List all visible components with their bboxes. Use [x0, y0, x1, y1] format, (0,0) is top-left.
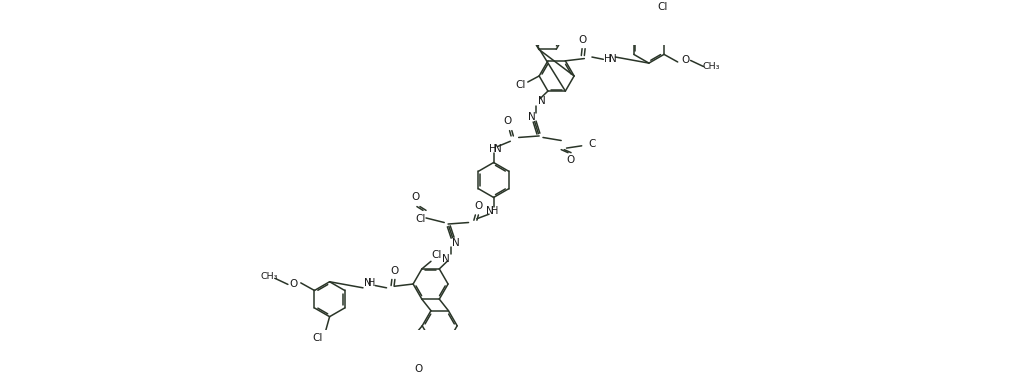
Text: Cl: Cl — [658, 2, 668, 12]
Text: H: H — [491, 206, 498, 216]
Text: H: H — [489, 144, 497, 154]
Text: N: N — [609, 54, 616, 64]
Text: O: O — [567, 155, 575, 165]
Text: O: O — [390, 266, 398, 276]
Text: Cl: Cl — [515, 80, 525, 90]
Text: N: N — [494, 144, 501, 154]
Text: Cl: Cl — [415, 214, 426, 224]
Text: N: N — [364, 277, 372, 288]
Text: O: O — [411, 193, 419, 202]
Text: O: O — [475, 201, 483, 211]
Text: N: N — [442, 254, 449, 264]
Text: H: H — [369, 277, 376, 288]
Text: O: O — [414, 364, 422, 374]
Text: N: N — [537, 96, 545, 106]
Text: O: O — [503, 116, 511, 126]
Text: N: N — [527, 112, 535, 122]
Text: H: H — [604, 54, 612, 64]
Text: C: C — [588, 139, 595, 149]
Text: CH₃: CH₃ — [702, 62, 720, 71]
Text: Cl: Cl — [312, 333, 322, 343]
Text: Cl: Cl — [432, 250, 442, 260]
Text: O: O — [289, 279, 297, 290]
Text: N: N — [451, 238, 460, 248]
Text: O: O — [578, 35, 586, 45]
Text: CH₃: CH₃ — [261, 272, 278, 281]
Text: O: O — [681, 55, 690, 65]
Text: N: N — [486, 206, 494, 216]
